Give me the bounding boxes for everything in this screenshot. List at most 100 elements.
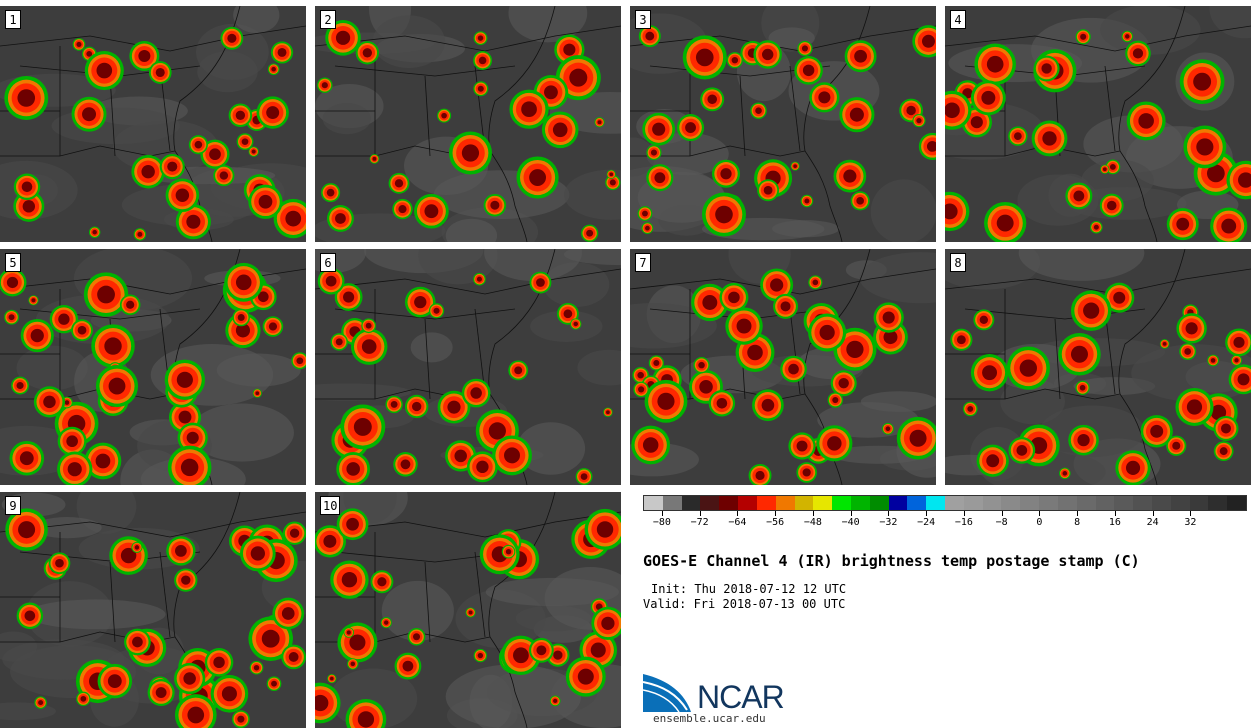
ensemble-panel-10: 10 (315, 492, 621, 728)
panel-label: 6 (320, 253, 336, 272)
colorbar-swatch (1227, 496, 1246, 510)
colorbar-tick-label: −80 (652, 517, 671, 528)
colorbar-tick (661, 511, 663, 516)
panel-label: 5 (5, 253, 21, 272)
panel-label: 1 (5, 10, 21, 29)
colorbar-swatch (1208, 496, 1228, 510)
valid-time: Valid: Fri 2018-07-13 00 UTC (643, 597, 846, 611)
panel-label: 7 (635, 253, 651, 272)
panel-label: 8 (950, 253, 966, 272)
satellite-map (630, 6, 936, 242)
colorbar-swatch (963, 496, 983, 510)
ensemble-panel-9: 9 (0, 492, 306, 728)
colorbar-swatch (982, 496, 1002, 510)
colorbar-ticks: −80 −72 −64 −56 −48 −40 −32 −24 −16 −8 0 8 16 24 32 (643, 511, 1247, 531)
satellite-map (0, 249, 306, 485)
ncar-logo-icon (643, 674, 691, 713)
colorbar-swatch (644, 496, 663, 510)
colorbar-tick (926, 511, 928, 516)
colorbar-swatch (869, 496, 889, 510)
colorbar-tick-label: −64 (728, 517, 747, 528)
colorbar-swatch (662, 496, 682, 510)
colorbar-tick-label: −48 (803, 517, 822, 528)
colorbar-swatch (926, 496, 945, 510)
colorbar-tick-label: 32 (1184, 517, 1197, 528)
colorbar-tick-label: −32 (879, 517, 898, 528)
ensemble-panel-2: 2 (315, 6, 621, 242)
colorbar-tick (737, 511, 739, 516)
satellite-map (0, 6, 306, 242)
colorbar-swatch (719, 496, 739, 510)
colorbar-tick (1190, 511, 1192, 516)
panel-label: 4 (950, 10, 966, 29)
colorbar-tick (1114, 511, 1116, 516)
colorbar-swatch (907, 496, 927, 510)
colorbar-tick (1001, 511, 1003, 516)
panel-label: 2 (320, 10, 336, 29)
colorbar-swatch (1057, 496, 1077, 510)
colorbar-swatch (945, 496, 964, 510)
satellite-map (315, 492, 621, 728)
colorbar-tick-label: −16 (954, 517, 973, 528)
colorbar-tick-label: 16 (1108, 517, 1121, 528)
ensemble-panel-4: 4 (945, 6, 1251, 242)
colorbar-swatch (832, 496, 851, 510)
panel-label: 10 (320, 496, 341, 515)
colorbar-swatch (813, 496, 833, 510)
colorbar-swatch (1189, 496, 1209, 510)
colorbar-swatch (850, 496, 870, 510)
satellite-map (0, 492, 306, 728)
colorbar-tick-label: 24 (1146, 517, 1159, 528)
ensemble-panel-7: 7 (630, 249, 936, 485)
colorbar-tick-label: −8 (995, 517, 1008, 528)
init-time: Init: Thu 2018-07-12 12 UTC (651, 582, 847, 596)
colorbar-tick-label: 8 (1074, 517, 1081, 528)
ensemble-panel-6: 6 (315, 249, 621, 485)
colorbar-tick-label: −56 (766, 517, 785, 528)
ncar-wordmark: NCAR (697, 679, 785, 715)
colorbar-tick (1039, 511, 1041, 516)
colorbar-swatch (1114, 496, 1134, 510)
colorbar-swatch (1001, 496, 1021, 510)
figure-title: GOES-E Channel 4 (IR) brightness temp po… (643, 552, 1140, 570)
colorbar-swatch (794, 496, 814, 510)
ensemble-panel-8: 8 (945, 249, 1251, 485)
colorbar-tick-label: −72 (690, 517, 709, 528)
colorbar-swatch (1039, 496, 1058, 510)
colorbar-swatch (1170, 496, 1190, 510)
colorbar-tick (1077, 511, 1079, 516)
colorbar-tick (812, 511, 814, 516)
ensemble-panel-1: 1 (0, 6, 306, 242)
colorbar-swatch (1133, 496, 1152, 510)
colorbar-swatch (888, 496, 908, 510)
colorbar-swatch (681, 496, 701, 510)
panel-label: 3 (635, 10, 651, 29)
temperature-colorbar (643, 495, 1247, 511)
colorbar-tick-label: −24 (917, 517, 936, 528)
colorbar-tick (775, 511, 777, 516)
colorbar-tick (963, 511, 965, 516)
ncar-url: ensemble.ucar.edu (653, 712, 766, 725)
ensemble-panel-3: 3 (630, 6, 936, 242)
colorbar-swatch (1020, 496, 1040, 510)
colorbar-swatch (756, 496, 776, 510)
colorbar-tick (699, 511, 701, 516)
satellite-map (315, 249, 621, 485)
colorbar-tick (850, 511, 852, 516)
satellite-map (945, 249, 1251, 485)
satellite-map (630, 249, 936, 485)
colorbar-swatch (1076, 496, 1096, 510)
colorbar-tick (1152, 511, 1154, 516)
satellite-map (315, 6, 621, 242)
panel-label: 9 (5, 496, 21, 515)
colorbar-swatch (1095, 496, 1115, 510)
colorbar-swatch (700, 496, 720, 510)
colorbar-tick-label: 0 (1036, 517, 1043, 528)
satellite-map (945, 6, 1251, 242)
colorbar-swatch (775, 496, 795, 510)
colorbar-tick-label: −40 (841, 517, 860, 528)
colorbar-swatch (1151, 496, 1171, 510)
colorbar-tick (888, 511, 890, 516)
colorbar-swatch (738, 496, 757, 510)
ensemble-panel-5: 5 (0, 249, 306, 485)
